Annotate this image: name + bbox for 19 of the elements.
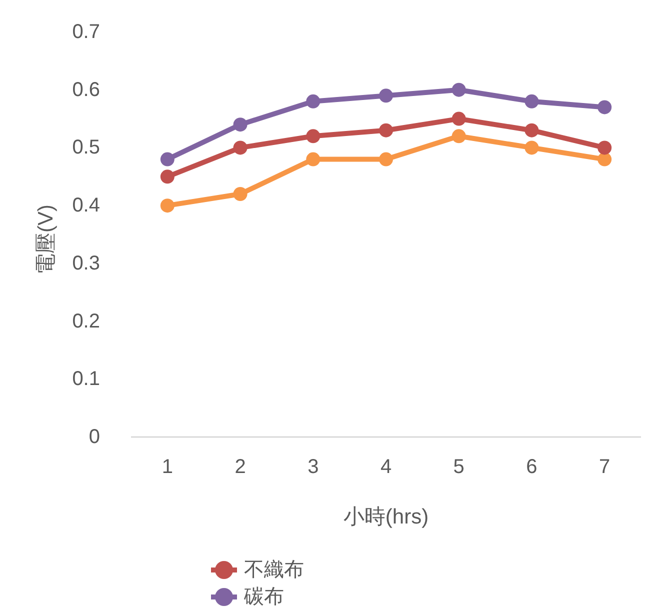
y-axis-title: 電壓(V) bbox=[34, 204, 58, 274]
y-tick-label: 0.5 bbox=[72, 136, 100, 159]
x-tick-label: 7 bbox=[599, 456, 610, 478]
x-tick-label: 4 bbox=[380, 456, 392, 478]
y-tick-label: 0.6 bbox=[72, 78, 100, 101]
x-tick-label: 1 bbox=[162, 456, 173, 478]
x-tick-label: 3 bbox=[308, 456, 319, 478]
y-tick-label: 0.3 bbox=[72, 252, 100, 274]
legend-label: 碳布 bbox=[243, 586, 284, 608]
y-tick-label: 0.4 bbox=[72, 194, 100, 217]
y-tick-label: 0.7 bbox=[72, 21, 100, 43]
x-tick-label: 2 bbox=[234, 456, 246, 478]
x-tick-label: 5 bbox=[453, 456, 464, 478]
x-axis-title: 小時(hrs) bbox=[343, 506, 429, 528]
y-tick-label: 0.2 bbox=[72, 310, 100, 332]
y-tick-label: 0.1 bbox=[72, 368, 100, 390]
legend-label: 不織布 bbox=[244, 559, 304, 581]
y-tick-label: 0 bbox=[88, 426, 100, 448]
x-tick-label: 6 bbox=[526, 456, 538, 478]
